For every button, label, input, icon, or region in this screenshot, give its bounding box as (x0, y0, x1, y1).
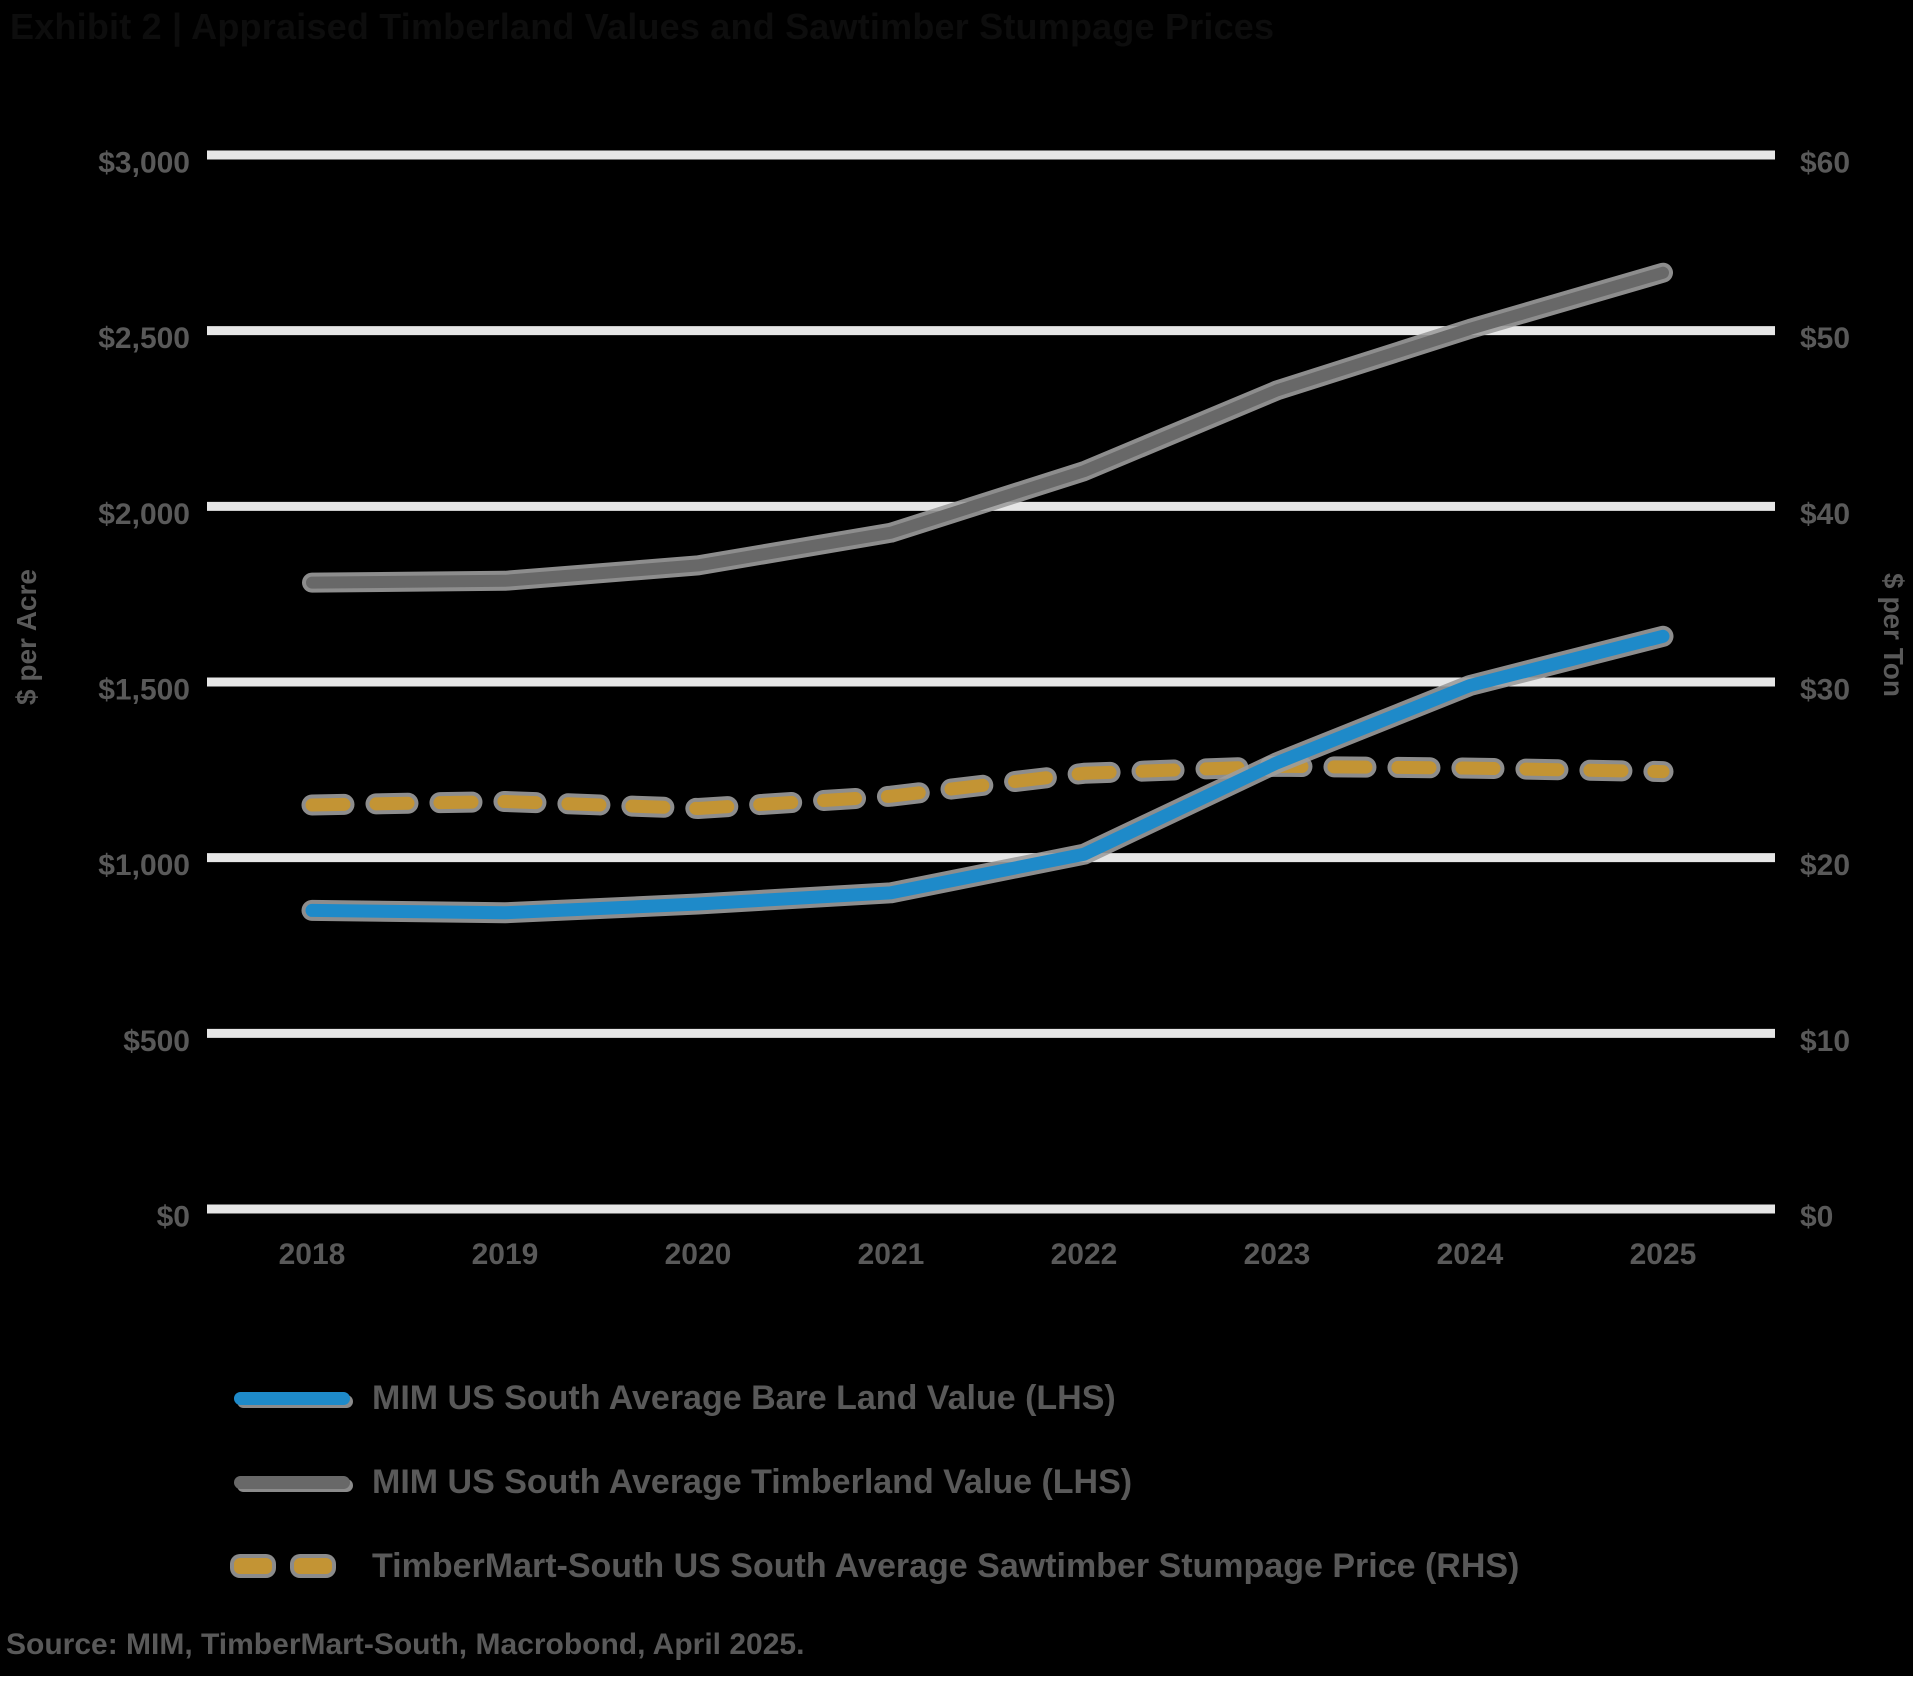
x-axis-tick-label: 2025 (1630, 1238, 1697, 1271)
left-axis-tick-label: $0 (157, 1201, 190, 1234)
right-axis-tick-label: $20 (1800, 849, 1850, 882)
legend-swatch-timberland-line (234, 1471, 356, 1493)
right-axis-tick-label: $30 (1800, 674, 1850, 707)
left-axis-tick-label: $1,000 (98, 849, 190, 882)
x-axis-tick-label: 2021 (858, 1238, 925, 1271)
series-lines (301, 262, 1674, 924)
legend-label-bare-land: MIM US South Average Bare Land Value (LH… (372, 1378, 1116, 1417)
series-line-0 (305, 629, 1670, 920)
legend-label-timberland: MIM US South Average Timberland Value (L… (372, 1462, 1133, 1501)
x-axis-tick-label: 2024 (1437, 1238, 1504, 1271)
series-line-2 (305, 759, 1670, 815)
series-line-1 (306, 266, 1669, 589)
x-axis-tick-label: 2020 (665, 1238, 732, 1271)
left-axis-tick-label: $500 (123, 1025, 190, 1058)
right-axis-tick-label: $60 (1800, 147, 1850, 180)
left-axis-tick-label: $3,000 (98, 147, 190, 180)
legend-swatch-stumpage-dashes (234, 1555, 356, 1577)
series-halo (302, 262, 1673, 593)
x-axis-tick-label: 2023 (1244, 1238, 1311, 1271)
chart-title: Exhibit 2 | Appraised Timberland Values … (10, 6, 1275, 47)
left-axis-title: $ per Acre (11, 569, 42, 705)
right-axis-tick-label: $0 (1800, 1201, 1833, 1234)
legend-item-bare-land: MIM US South Average Bare Land Value (LH… (234, 1356, 1519, 1440)
blue-line-swatch-icon (234, 1391, 350, 1405)
legend-swatch-bare-land-line (234, 1387, 356, 1409)
right-axis-tick-label: $50 (1800, 322, 1850, 355)
legend-label-stumpage: TimberMart-South US South Average Sawtim… (372, 1546, 1520, 1585)
axis-tick-labels: $3,000 $60 $2,500 $50 $2,000 $40 $1,500 $30 $1,0… (98, 147, 1850, 1272)
left-axis-tick-label: $2,000 (98, 498, 190, 531)
right-axis-title: $ per Ton (1878, 573, 1909, 697)
left-axis-tick-label: $2,500 (98, 322, 190, 355)
right-axis-tick-label: $10 (1800, 1025, 1850, 1058)
left-axis-tick-label: $1,500 (98, 674, 190, 707)
gold-dash-swatch-icon (294, 1558, 332, 1574)
gray-line-swatch-icon (234, 1475, 350, 1489)
x-axis-tick-label: 2018 (279, 1238, 346, 1271)
x-axis-tick-label: 2022 (1051, 1238, 1118, 1271)
source-text: Source: MIM, TimberMart-South, Macrobond… (6, 1628, 805, 1661)
footer-strip (0, 1676, 1913, 1698)
legend: MIM US South Average Bare Land Value (LH… (234, 1356, 1519, 1608)
x-axis-tick-label: 2019 (472, 1238, 539, 1271)
right-axis-tick-label: $40 (1800, 498, 1850, 531)
gold-dash-swatch-icon (234, 1558, 272, 1574)
legend-item-timberland: MIM US South Average Timberland Value (L… (234, 1440, 1519, 1524)
legend-item-stumpage: TimberMart-South US South Average Sawtim… (234, 1524, 1519, 1608)
